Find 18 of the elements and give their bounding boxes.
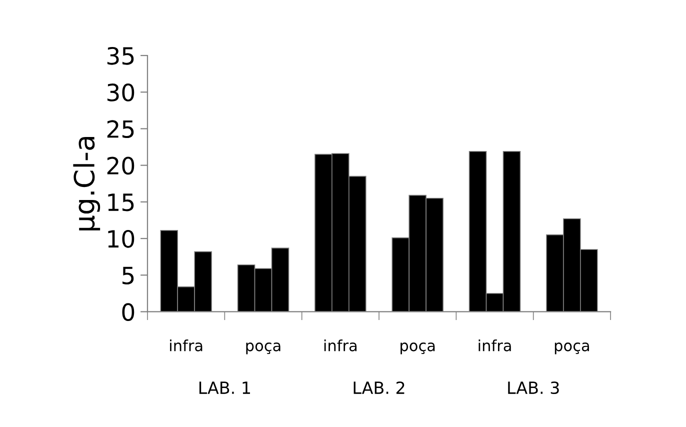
x-tick-label: infra	[170, 339, 202, 352]
text: LAB. 3	[508, 381, 559, 394]
x-tick-label: infra	[324, 339, 357, 352]
y-tick-label: 20	[107, 156, 134, 175]
y-tick-label: 25	[107, 120, 134, 138]
y-tick-label: 0	[122, 303, 134, 322]
y-axis-title: µg.Cl-a	[73, 136, 100, 230]
x-tick-label: infra	[478, 339, 511, 352]
text: LAB. 2	[354, 381, 404, 394]
x-tick-label: poça	[554, 342, 589, 354]
text: LAB. 1	[199, 382, 250, 394]
y-tick-label: 10	[108, 230, 134, 248]
y-tick-label: 5	[122, 266, 134, 284]
y-tick-label: 15	[108, 194, 134, 212]
x-tick-label: poça	[400, 342, 435, 354]
y-tick-label: 30	[107, 84, 134, 102]
y-tick-label: 35	[107, 46, 134, 65]
x-tick-label: poça	[246, 342, 280, 354]
